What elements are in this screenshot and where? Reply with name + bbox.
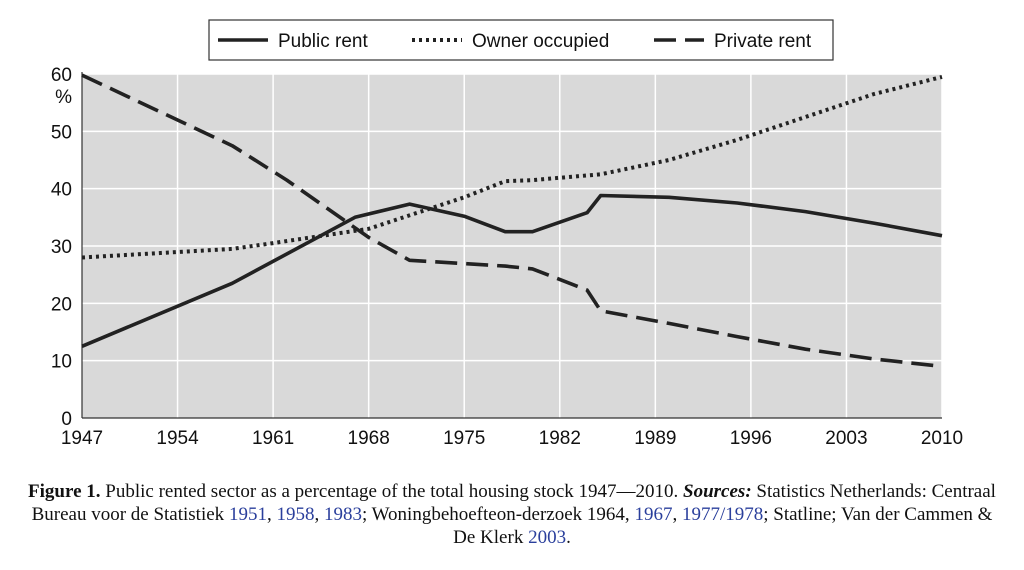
caption-text-1: Public rented sector as a percentage of …	[100, 481, 684, 502]
legend-label-owner-occupied: Owner occupied	[472, 31, 609, 52]
line-chart: 0 10 20 30 40 50 60 1947 1954 1961 1968 1975 1982 198…	[51, 19, 963, 449]
tick-labels: 0 10 20 30 40 50 60 1947 1954 1961 1968 1975 1982 198…	[51, 65, 963, 449]
caption-end: .	[566, 527, 571, 548]
legend-box	[208, 19, 834, 61]
citation-link-1967[interactable]: 1967	[634, 504, 673, 525]
caption-text-2: Statistics Netherlands: Centraal Bureau …	[31, 481, 996, 525]
x-tick-label-1975: 1975	[443, 428, 485, 449]
axes	[81, 72, 942, 419]
x-tick-label-2010: 2010	[921, 428, 963, 449]
x-tick-label-1961: 1961	[252, 428, 294, 449]
gridlines	[82, 73, 943, 418]
citation-link-1951[interactable]: 1951	[228, 504, 267, 525]
x-tick-label-1954: 1954	[156, 428, 199, 449]
y-tick-label-50: 50	[51, 122, 72, 143]
caption-label: Figure 1.	[28, 481, 101, 502]
citation-link-1983[interactable]: 1983	[323, 504, 362, 525]
y-tick-label-40: 40	[51, 180, 72, 201]
x-tick-label-2003: 2003	[825, 428, 867, 449]
caption-sep-3: ,	[672, 504, 682, 525]
legend-label-public-rent: Public rent	[278, 31, 368, 52]
series-line-public-rent	[81, 193, 943, 348]
x-tick-label-1947: 1947	[61, 428, 103, 449]
x-tick-label-1982: 1982	[539, 428, 581, 449]
caption-text-3: ; Woningbehoefteon-derzoek 1964,	[361, 504, 635, 525]
series-line-owner-occupied	[81, 74, 943, 260]
y-tick-label-30: 30	[51, 237, 72, 258]
x-tick-label-1996: 1996	[730, 428, 772, 449]
legend: Public rent Owner occupied Private rent	[208, 19, 834, 61]
citation-link-1958[interactable]: 1958	[276, 504, 315, 525]
y-axis-label: %	[55, 87, 72, 108]
x-tick-label-1989: 1989	[634, 428, 676, 449]
y-tick-label-20: 20	[51, 294, 72, 315]
caption-sep-2: ,	[314, 504, 324, 525]
figure-caption: Figure 1. Public rented sector as a perc…	[20, 480, 1004, 549]
caption-text-4: ; Statline; Van der Cammen & De Klerk	[453, 504, 993, 548]
y-tick-label-0: 0	[61, 409, 72, 430]
y-tick-label-10: 10	[51, 352, 72, 373]
caption-sep-1: ,	[266, 504, 277, 525]
citation-link-1977-1978[interactable]: 1977/1978	[681, 504, 764, 525]
y-tick-label-60: 60	[51, 65, 72, 86]
legend-label-private-rent: Private rent	[714, 31, 812, 52]
series-line-private-rent	[81, 73, 943, 369]
x-tick-label-1968: 1968	[348, 428, 390, 449]
citation-link-2003[interactable]: 2003	[528, 527, 567, 548]
caption-sources-label: Sources:	[683, 481, 752, 502]
series-lines	[81, 73, 943, 369]
